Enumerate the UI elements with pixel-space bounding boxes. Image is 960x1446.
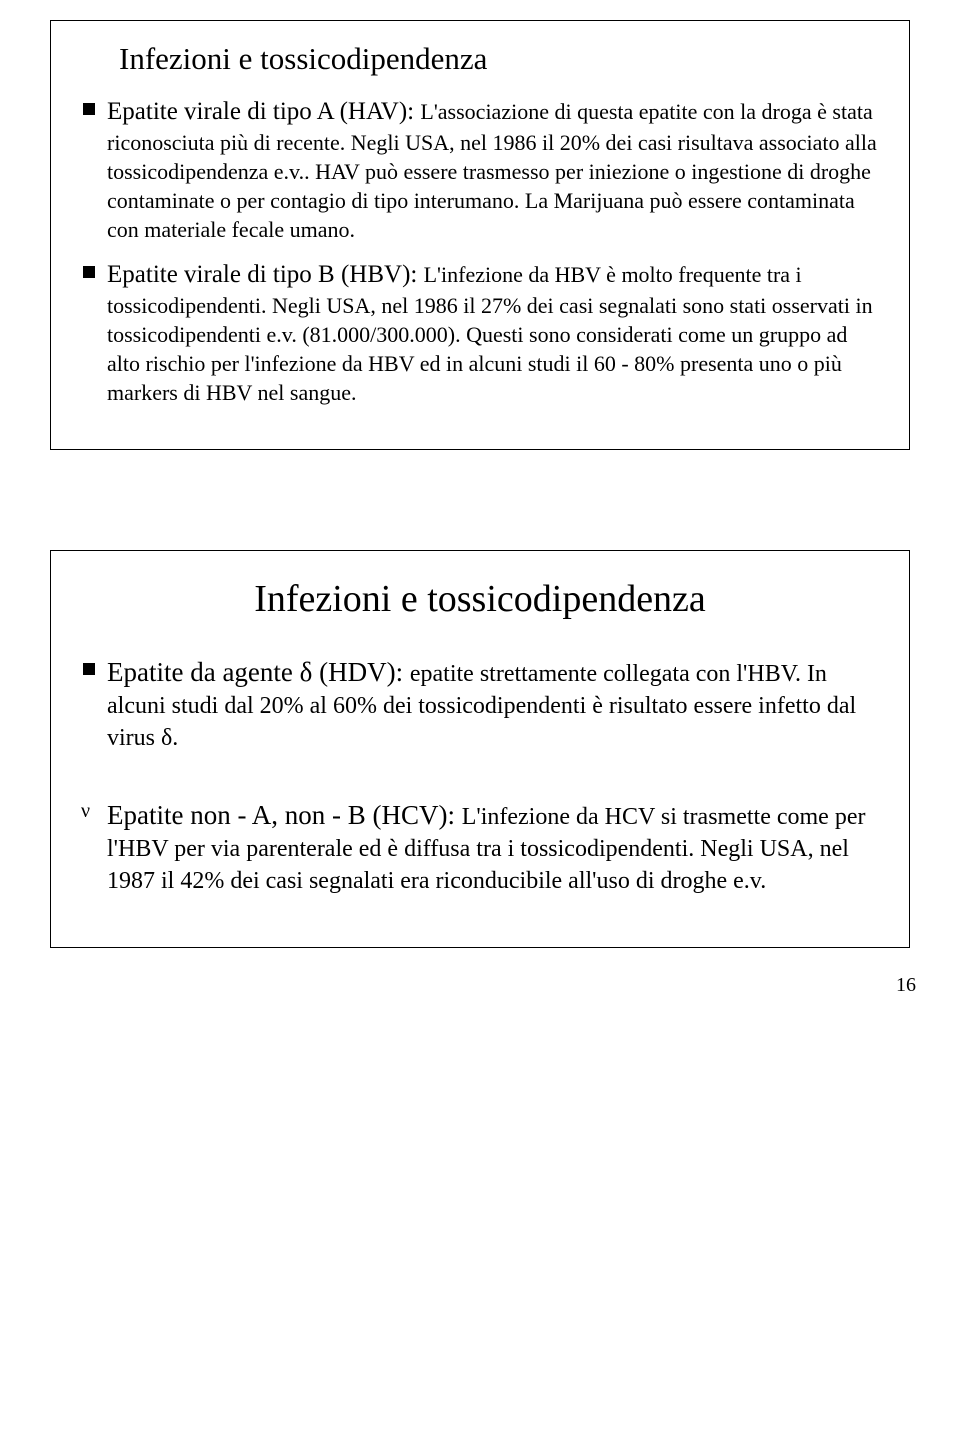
slide-2: Infezioni e tossicodipendenza Epatite da… [50,550,910,948]
item-lead: Epatite virale di tipo B (HBV): [107,261,424,288]
item-lead: Epatite da agente δ (HDV): [107,657,410,687]
item-lead: Epatite non - A, non - B (HCV): [107,800,462,830]
slide-1-list: Epatite virale di tipo A (HAV): L'associ… [79,95,881,407]
list-item: Epatite da agente δ (HDV): epatite stret… [79,655,881,754]
slide-2-title: Infezioni e tossicodipendenza [79,577,881,621]
list-item: Epatite non - A, non - B (HCV): L'infezi… [79,798,881,897]
slide-1-title: Infezioni e tossicodipendenza [119,41,881,77]
slide-2-list: Epatite da agente δ (HDV): epatite stret… [79,655,881,897]
list-item: Epatite virale di tipo A (HAV): L'associ… [79,95,881,244]
item-lead: Epatite virale di tipo A (HAV): [107,98,420,125]
slide-1: Infezioni e tossicodipendenza Epatite vi… [50,20,910,450]
page-number: 16 [0,968,960,1015]
list-item: Epatite virale di tipo B (HBV): L'infezi… [79,258,881,407]
